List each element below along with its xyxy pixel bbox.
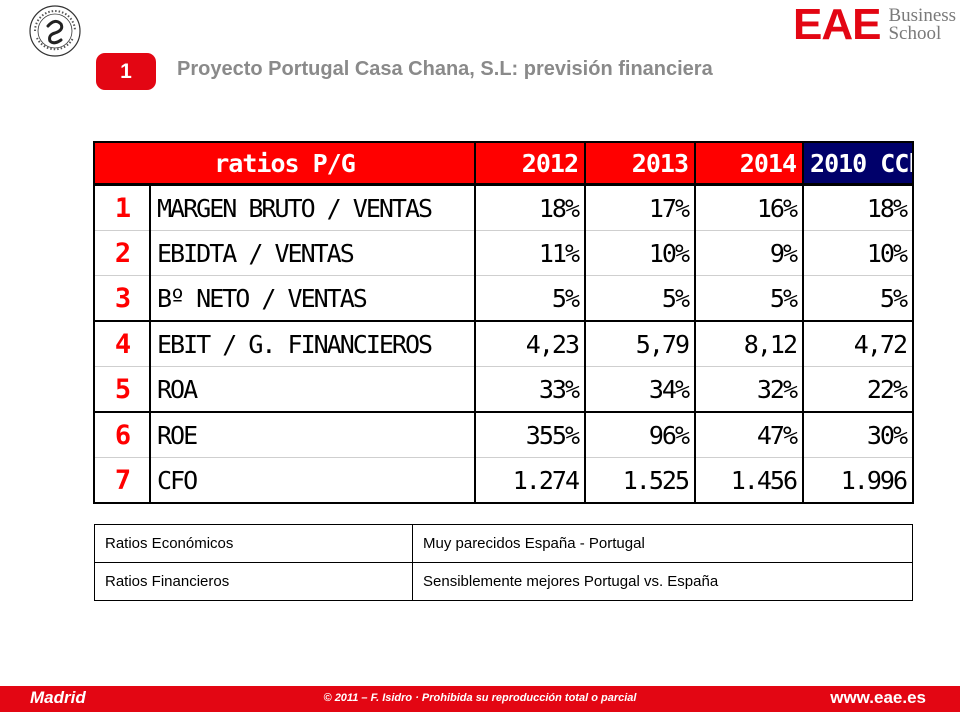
row-label: ROA (148, 366, 477, 413)
row-value: 5% (694, 275, 805, 322)
row-number: 6 (93, 412, 151, 458)
table-row: 7 CFO 1.274 1.525 1.456 1.996 (93, 457, 915, 503)
header-cell-2010-cch: 2010 CCh (802, 141, 915, 186)
row-label: Bº NETO / VENTAS (148, 275, 477, 322)
table-row: 2 EBIDTA / VENTAS 11% 10% 9% 10% (93, 230, 915, 276)
header-cell-ratios: ratios P/G (92, 141, 477, 186)
row-value: 33% (474, 366, 587, 413)
row-number: 4 (93, 321, 151, 367)
row-value: 47% (694, 412, 805, 458)
summary-label: Ratios Económicos (94, 524, 413, 563)
row-number: 7 (93, 457, 151, 503)
footer-copyright: © 2011 – F. Isidro · Prohibida su reprod… (323, 692, 637, 704)
row-number: 3 (93, 275, 151, 322)
row-value: 16% (694, 184, 805, 231)
row-value: 30% (802, 412, 915, 458)
ratios-table-header-row: ratios P/G 2012 2013 2014 2010 CCh (92, 141, 915, 186)
row-value: 9% (694, 230, 805, 276)
row-value: 1.274 (474, 457, 587, 503)
school-logo-line1: Business (888, 5, 957, 26)
row-value: 8,12 (694, 321, 805, 367)
school-logo-line2: School (888, 23, 942, 44)
table-row: 3 Bº NETO / VENTAS 5% 5% 5% 5% (93, 275, 915, 322)
table-row: 5 ROA 33% 34% 32% 22% (93, 366, 915, 413)
row-value: 18% (474, 184, 587, 231)
table-row: Ratios Económicos Muy parecidos España -… (94, 524, 913, 563)
summary-label: Ratios Financieros (94, 562, 413, 601)
row-value: 1.525 (584, 457, 697, 503)
header-cell-2013: 2013 (584, 141, 697, 186)
university-seal-logo (29, 5, 81, 57)
school-logo: EAE Business School (793, 0, 956, 49)
header-cell-2012: 2012 (474, 141, 587, 186)
row-value: 4,23 (474, 321, 587, 367)
row-value: 10% (584, 230, 697, 276)
row-value: 5,79 (584, 321, 697, 367)
row-value: 4,72 (802, 321, 915, 367)
row-value: 17% (584, 184, 697, 231)
row-label: EBIDTA / VENTAS (148, 230, 477, 276)
school-logo-mark: EAE (793, 0, 881, 49)
row-value: 96% (584, 412, 697, 458)
summary-value: Sensiblemente mejores Portugal vs. Españ… (412, 562, 913, 601)
header-cell-2014: 2014 (694, 141, 805, 186)
summary-value: Muy parecidos España - Portugal (412, 524, 913, 563)
row-value: 22% (802, 366, 915, 413)
row-value: 5% (474, 275, 587, 322)
row-value: 5% (802, 275, 915, 322)
row-number: 1 (93, 184, 151, 231)
footer-website-link[interactable]: www.eae.es (830, 688, 926, 707)
row-number: 5 (93, 366, 151, 413)
row-label: ROE (148, 412, 477, 458)
row-number: 2 (93, 230, 151, 276)
ratios-table: ratios P/G 2012 2013 2014 2010 CCh 1 MAR… (92, 141, 915, 504)
row-value: 1.456 (694, 457, 805, 503)
row-label: EBIT / G. FINANCIEROS (148, 321, 477, 367)
table-row: 4 EBIT / G. FINANCIEROS 4,23 5,79 8,12 4… (93, 321, 915, 367)
school-logo-subtitle: Business School (888, 4, 956, 43)
footer-location: Madrid (30, 688, 86, 707)
table-row: Ratios Financieros Sensiblemente mejores… (94, 562, 913, 601)
summary-table: Ratios Económicos Muy parecidos España -… (94, 524, 913, 601)
row-value: 355% (474, 412, 587, 458)
row-value: 11% (474, 230, 587, 276)
row-value: 10% (802, 230, 915, 276)
row-value: 32% (694, 366, 805, 413)
row-value: 34% (584, 366, 697, 413)
row-value: 1.996 (802, 457, 915, 503)
table-row: 6 ROE 355% 96% 47% 30% (93, 412, 915, 458)
row-label: CFO (148, 457, 477, 503)
row-label: MARGEN BRUTO / VENTAS (148, 184, 477, 231)
row-value: 5% (584, 275, 697, 322)
footer-bar: Madrid © 2011 – F. Isidro · Prohibida su… (0, 686, 960, 712)
slide-number-badge: 1 (96, 53, 156, 90)
slide-title: Proyecto Portugal Casa Chana, S.L: previ… (177, 58, 713, 80)
table-row: 1 MARGEN BRUTO / VENTAS 18% 17% 16% 18% (93, 184, 915, 231)
row-value: 18% (802, 184, 915, 231)
